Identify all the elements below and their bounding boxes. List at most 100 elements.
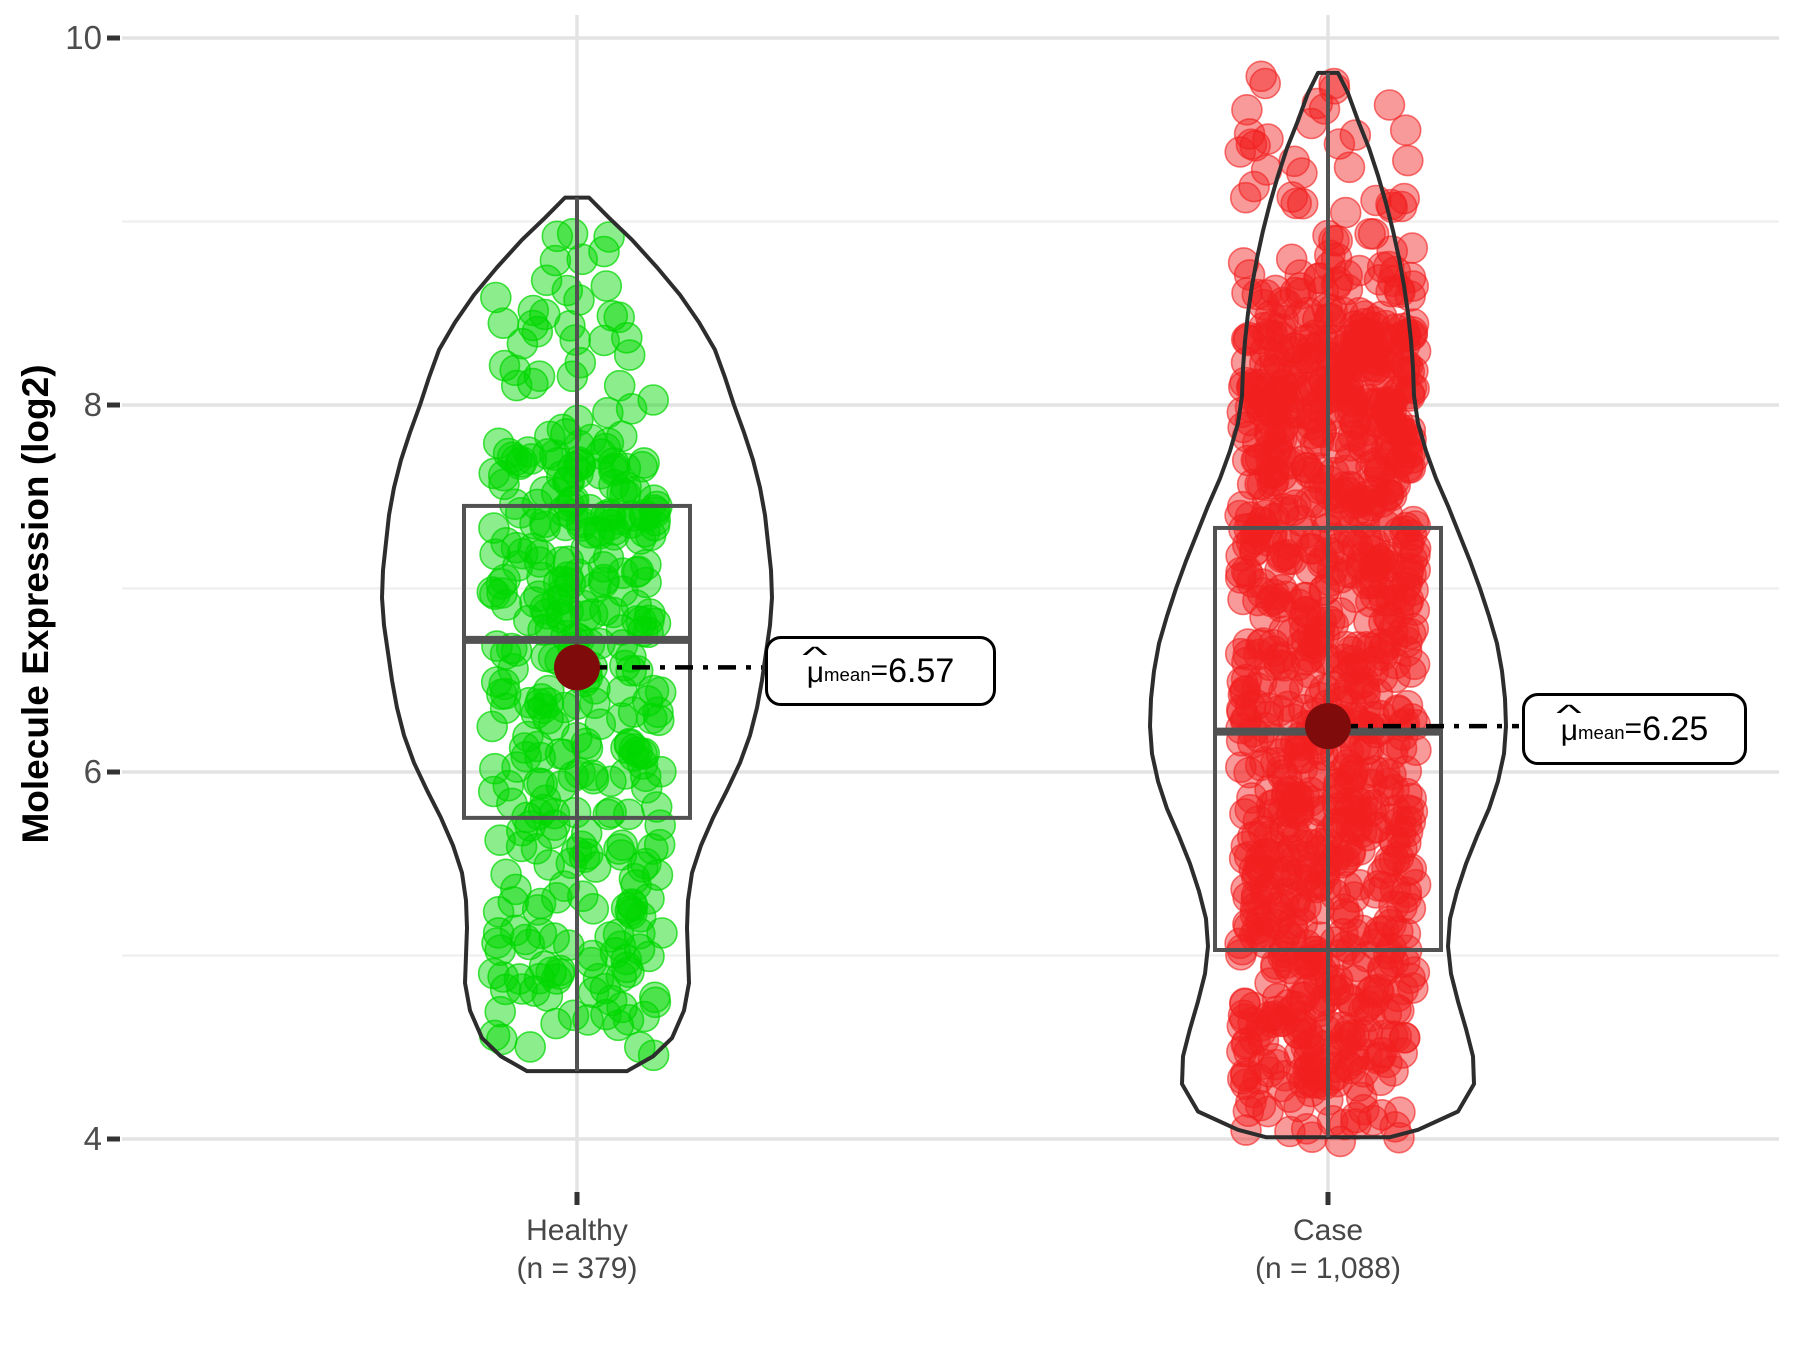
jitter-point — [524, 538, 557, 571]
jitter-point — [641, 859, 674, 891]
equals-sign: = — [870, 654, 889, 687]
jitter-point — [564, 346, 597, 379]
jitter-point — [603, 833, 635, 865]
jitter-point — [1297, 626, 1329, 658]
jitter-point — [1373, 938, 1405, 970]
x-axis-label-case: Case (n = 1,088) — [1168, 1212, 1488, 1288]
jitter-point — [1265, 439, 1297, 472]
jitter-point — [551, 274, 584, 307]
jitter-point — [1370, 509, 1402, 542]
jitter-point — [1345, 548, 1378, 581]
mu-glyph: μ — [1560, 714, 1579, 747]
jitter-point — [624, 900, 657, 933]
x-axis-label-healthy: Healthy (n = 379) — [417, 1212, 737, 1288]
jitter-point — [626, 748, 659, 780]
jitter-point — [1231, 94, 1263, 126]
jitter-point — [1368, 871, 1400, 903]
jitter-point — [1335, 635, 1367, 668]
jitter-point — [1224, 136, 1256, 168]
jitter-point — [1350, 690, 1383, 723]
jitter-point — [613, 339, 646, 371]
jitter-point — [1225, 556, 1257, 589]
jitter-point — [634, 519, 667, 552]
jitter-point — [517, 294, 550, 327]
jitter-point — [506, 973, 538, 1005]
mean-annotation-healthy: ^ μ mean = 6.57 — [765, 636, 996, 706]
jitter-point — [1329, 753, 1361, 786]
jitter-point — [576, 939, 609, 972]
jitter-point — [1373, 905, 1405, 938]
jitter-point — [524, 688, 556, 720]
jitter-point — [1324, 1125, 1357, 1158]
jitter-point — [1245, 665, 1278, 698]
jitter-point — [477, 957, 510, 990]
jitter-point — [1376, 235, 1408, 267]
jitter-point — [510, 740, 543, 773]
jitter-point — [1290, 451, 1322, 484]
jitter-point — [521, 894, 554, 926]
jitter-point — [1366, 251, 1399, 284]
jitter-point — [497, 652, 529, 685]
jitter-point — [615, 392, 648, 425]
jitter-point — [500, 531, 533, 564]
jitter-point — [1286, 157, 1318, 189]
jitter-point — [1255, 789, 1288, 822]
jitter-point — [1308, 383, 1341, 416]
jitter-point — [533, 849, 566, 881]
y-tick-label-6: 6 — [83, 753, 102, 790]
jitter-point — [557, 999, 590, 1032]
jitter-point — [1376, 1020, 1409, 1052]
jitter-point — [506, 537, 539, 570]
jitter-point — [577, 892, 610, 925]
mu-hat-symbol: ^ μ — [1557, 700, 1582, 748]
jitter-point — [1285, 277, 1317, 310]
jitter-point — [1233, 118, 1266, 150]
jitter-point — [593, 221, 625, 253]
jitter-point — [1304, 795, 1336, 827]
jitter-point — [539, 439, 571, 471]
jitter-point — [612, 1003, 645, 1036]
jitter-point — [539, 244, 572, 277]
jitter-point — [1318, 224, 1350, 257]
jitter-point — [1337, 754, 1370, 787]
jitter-point — [1364, 1064, 1397, 1097]
jitter-point — [1267, 383, 1300, 416]
jitter-point — [1286, 187, 1319, 220]
jitter-point — [642, 696, 674, 729]
jitter-point — [503, 963, 536, 995]
mean-subscript: mean — [1578, 722, 1625, 744]
jitter-point — [566, 243, 599, 276]
jitter-point — [538, 922, 571, 954]
jitter-point — [565, 506, 598, 539]
jitter-point — [535, 956, 567, 989]
jitter-point — [1275, 243, 1308, 276]
jitter-point — [1352, 400, 1384, 433]
jitter-point — [514, 1031, 547, 1063]
jitter-point — [530, 264, 563, 297]
jitter-point — [1390, 635, 1423, 668]
jitter-point — [646, 917, 678, 949]
jitter-point — [1305, 414, 1337, 447]
jitter-point — [1275, 995, 1307, 1028]
jitter-point — [478, 457, 511, 490]
jitter-point — [1384, 805, 1416, 838]
mean-value: 6.57 — [888, 651, 955, 690]
jitter-point — [595, 765, 627, 798]
jitter-point — [620, 869, 652, 901]
jitter-point — [1295, 776, 1327, 809]
jitter-point — [629, 760, 662, 793]
jitter-point — [1399, 554, 1431, 586]
major-gridlines — [122, 15, 1779, 1192]
jitter-point — [1343, 254, 1376, 287]
jitter-point — [529, 475, 561, 508]
jitter-point — [613, 956, 645, 989]
jitter-point — [548, 870, 581, 903]
jitter-point — [479, 281, 512, 314]
jitter-point — [500, 873, 532, 906]
jitter-point — [1330, 630, 1362, 663]
mean-value: 6.25 — [1642, 709, 1709, 748]
jitter-point — [1237, 368, 1269, 400]
jitter-point — [528, 950, 561, 983]
jitter-point — [488, 349, 521, 382]
jitter-point — [1235, 1086, 1267, 1119]
